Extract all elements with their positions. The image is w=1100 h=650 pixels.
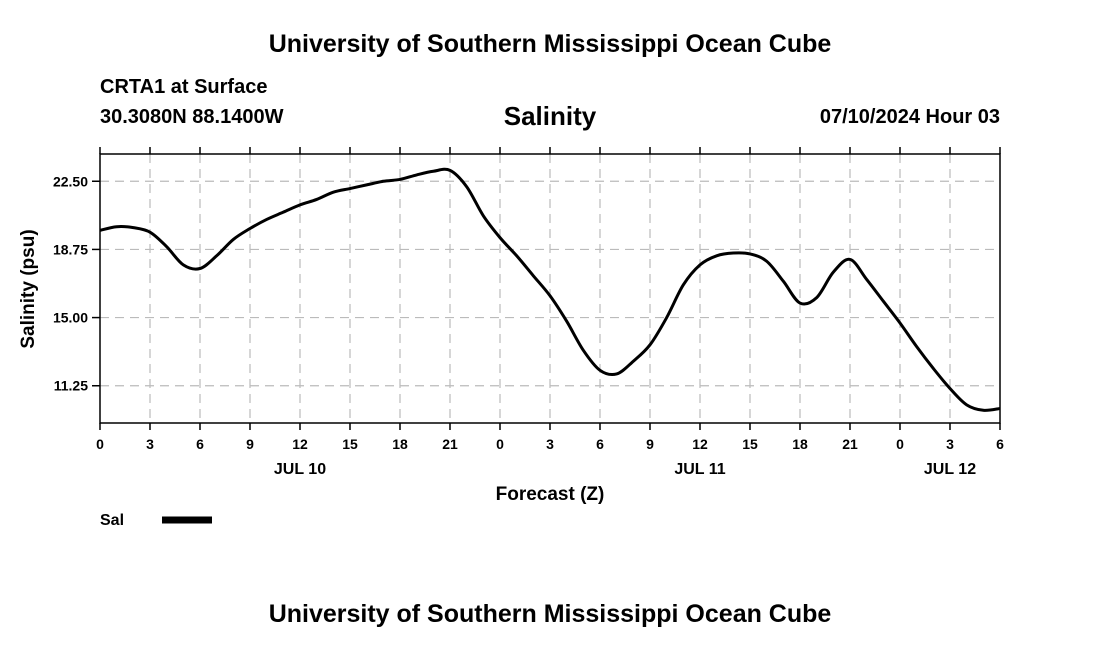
x-tick-label: 3 [146,436,154,452]
x-tick-label: 12 [692,436,708,452]
x-tick-label: 0 [496,436,504,452]
station-label: CRTA1 at Surface [100,76,268,98]
x-tick-labels: 0 3 6 9 12 15 18 21 0 3 6 9 12 15 18 21 0 3 6 [96,436,1004,452]
footer-title: University of Southern Mississippi Ocean… [268,600,832,628]
x-tick-label: 21 [842,436,858,452]
x-tick-label: 21 [442,436,458,452]
x-axis-label: Forecast (Z) [496,484,605,505]
date-label: JUL 11 [674,461,725,478]
y-axis-label: Salinity (psu) [18,229,39,348]
chart-main-title: University of Southern Mississippi Ocean… [268,30,832,58]
y-tick-label: 18.75 [53,241,88,257]
date-label: JUL 12 [924,461,976,478]
x-tick-label: 0 [896,436,904,452]
y-tick-label: 22.50 [53,173,88,189]
x-tick-label: 12 [292,436,308,452]
x-tick-label: 3 [546,436,554,452]
y-tick-label: 11.25 [54,378,88,394]
axis-ticks [92,147,1001,430]
x-tick-label: 15 [342,436,358,452]
date-label: JUL 10 [274,461,326,478]
y-tick-label: 15.00 [53,310,88,326]
x-tick-label: 6 [996,436,1004,452]
date-labels: JUL 10 JUL 11 JUL 12 [274,461,976,478]
x-tick-label: 15 [742,436,758,452]
plot-frame [99,153,1001,424]
x-tick-label: 18 [792,436,808,452]
legend-label-sal: Sal [100,512,124,529]
station-coordinates: 30.3080N 88.1400W [100,106,284,128]
x-tick-label: 9 [646,436,654,452]
x-tick-label: 6 [596,436,604,452]
x-tick-label: 3 [946,436,954,452]
x-tick-label: 6 [196,436,204,452]
grid-lines [100,154,1000,423]
x-tick-label: 9 [246,436,254,452]
x-tick-label: 0 [96,436,104,452]
forecast-datetime: 07/10/2024 Hour 03 [819,106,1000,128]
y-tick-labels: 11.25 15.00 18.75 22.50 [53,173,88,393]
x-tick-label: 18 [392,436,408,452]
variable-title: Salinity [503,101,597,131]
